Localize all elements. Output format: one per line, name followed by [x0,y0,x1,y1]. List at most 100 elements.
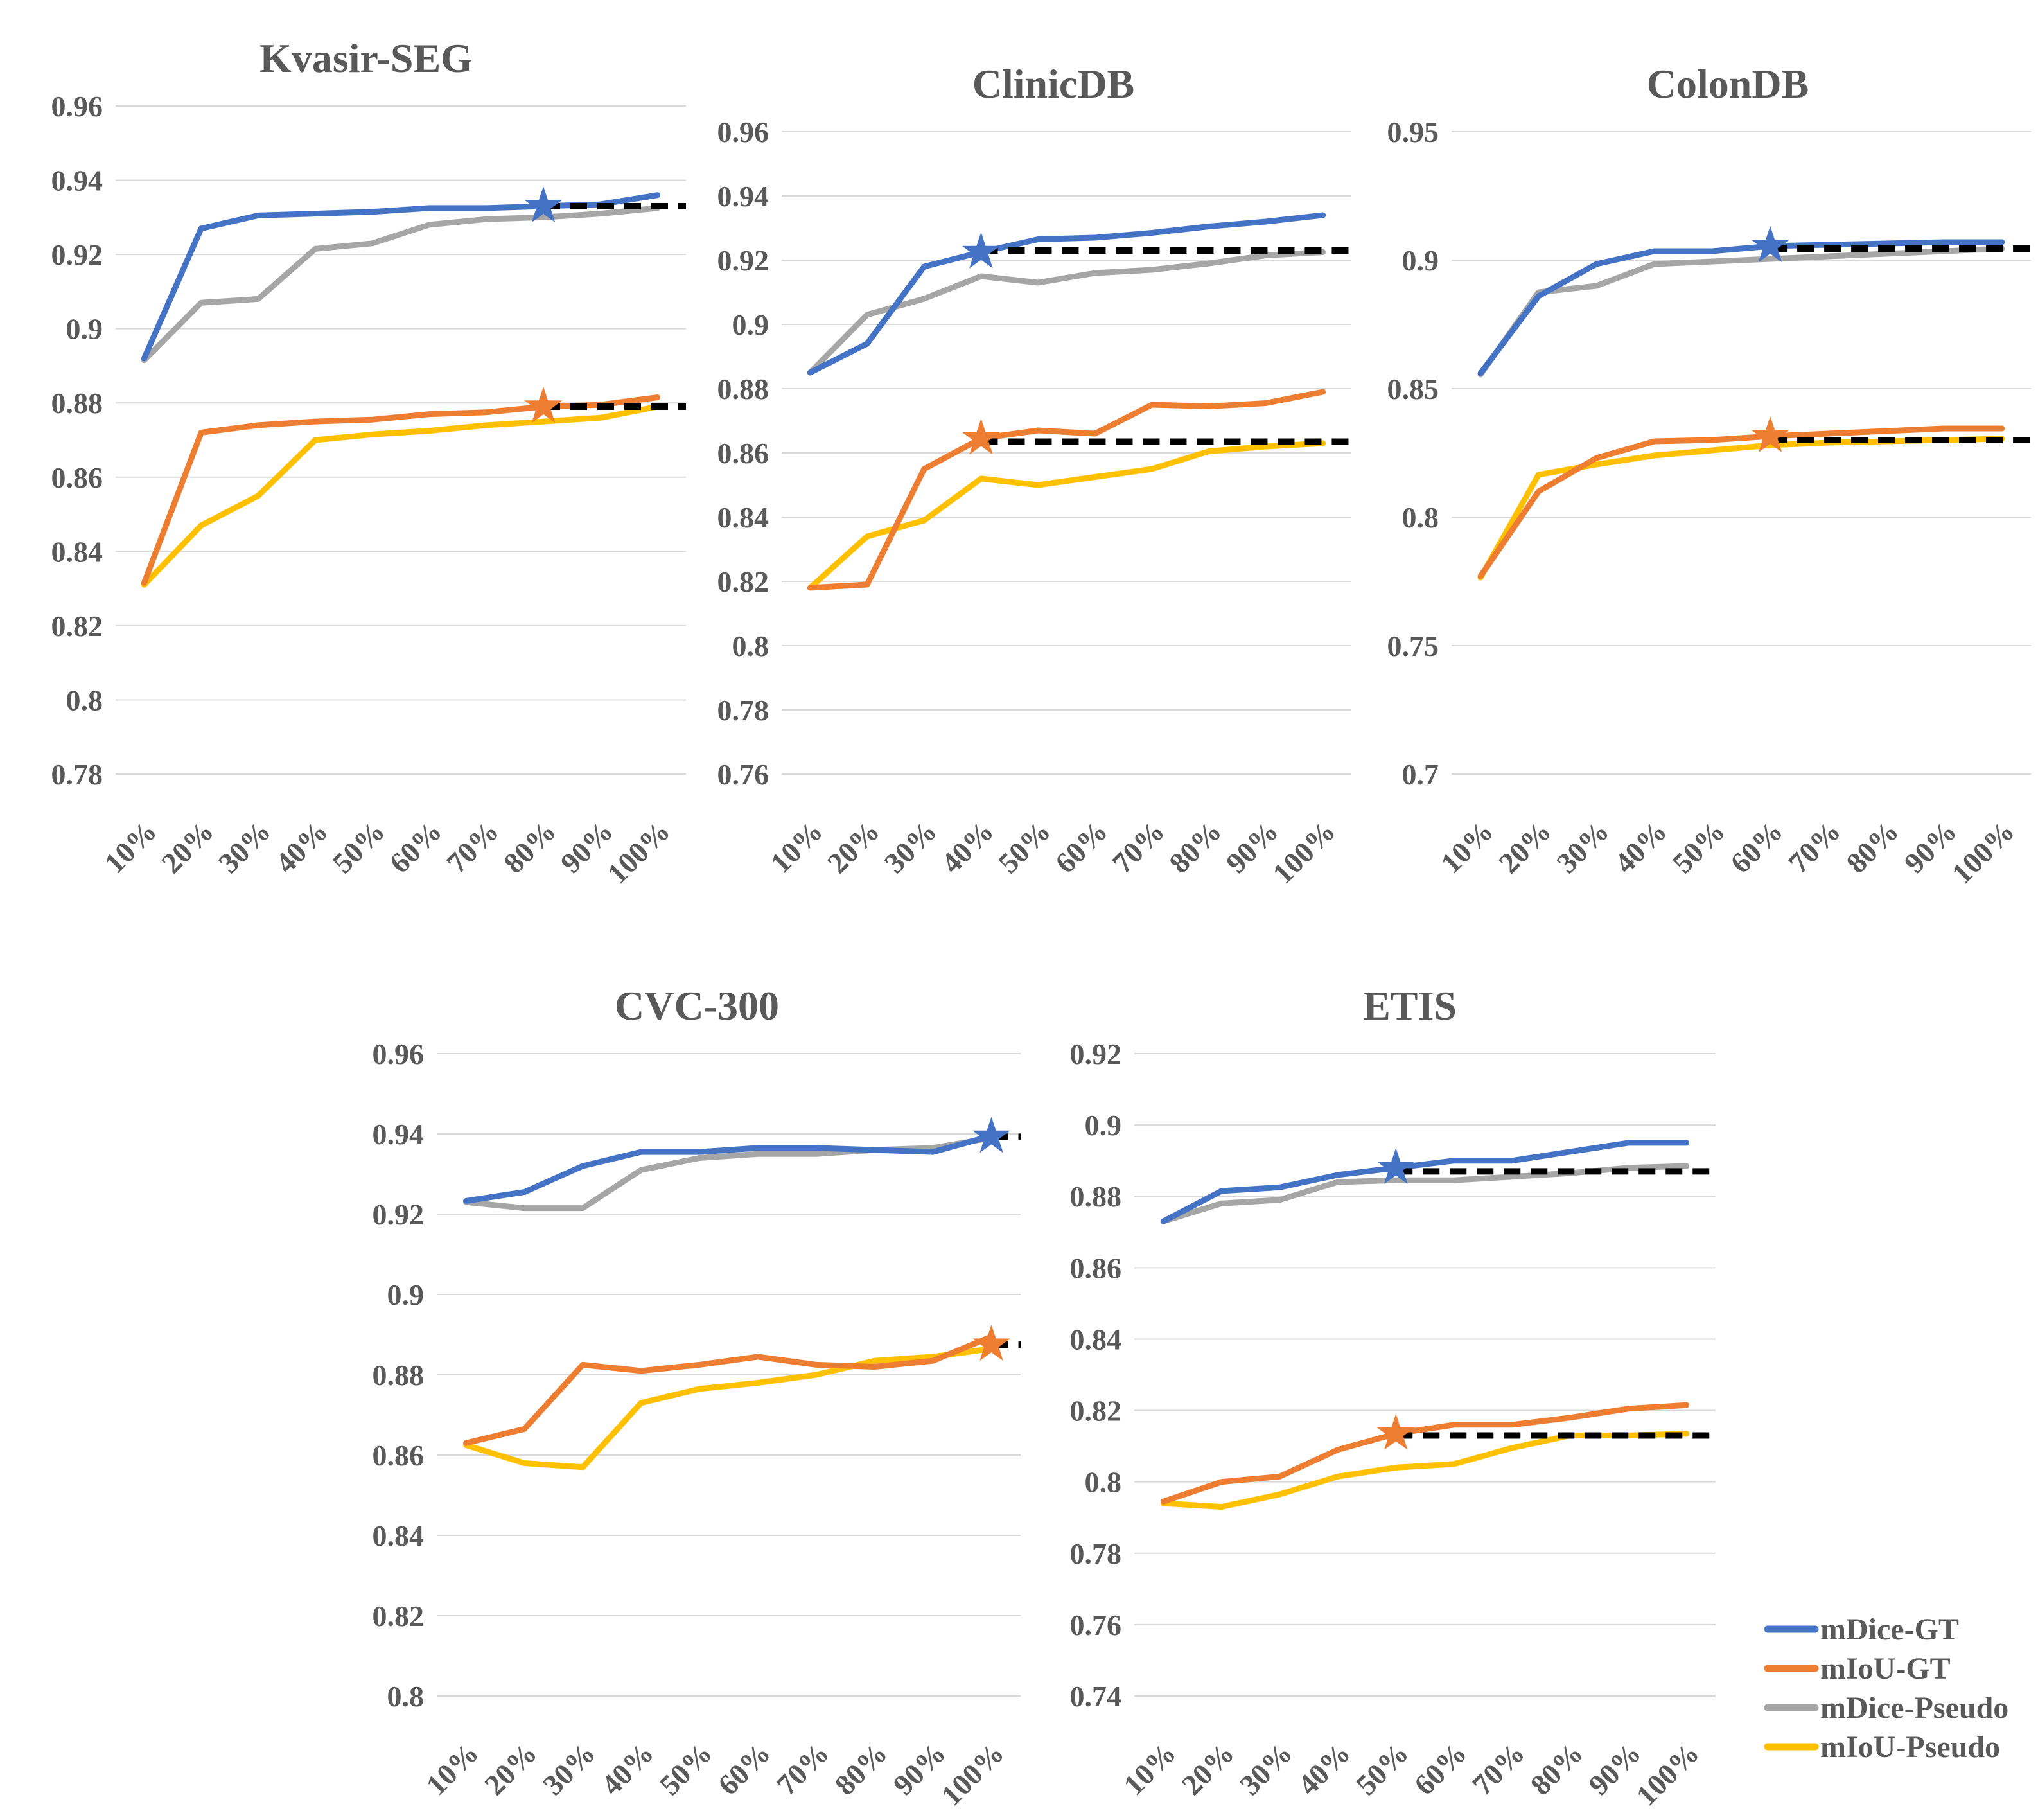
y-tick-label: 0.75 [1387,630,1439,662]
chart-colondb: 0.95 0.9 0.85 0.8 0.75 0.7 10%20%30%40%50%60%7… [1387,61,2031,890]
chart-cvc-300: 0.96 0.94 0.92 0.9 0.88 0.86 0.84 0.82 0.8 10%20%… [373,983,1021,1812]
legend-item: mIoU-GT [1764,1652,1951,1686]
x-tick-label: 30% [1550,815,1615,879]
x-tick-label: 40% [935,815,999,879]
x-tick-label: 20% [155,815,220,879]
y-tick-label: 0.88 [373,1359,425,1392]
x-tick-label: 60% [1049,815,1114,879]
x-tick-label: 30% [212,815,277,879]
y-tick-label: 0.86 [1070,1251,1122,1284]
x-tick-label: 10% [764,815,829,879]
x-tick-label: 100% [1266,815,1341,890]
x-tick-label: 50% [653,1736,718,1801]
y-tick-label: 0.8 [1085,1466,1122,1499]
x-tick-label: 20% [1175,1736,1240,1801]
x-tick-label: 80% [829,1736,893,1801]
x-tick-label: 50% [992,815,1057,879]
legend-item: mDice-Pseudo [1764,1691,2008,1725]
y-tick-label: 0.86 [717,437,769,470]
y-tick-label: 0.76 [1070,1609,1122,1641]
series-line-mdice-pseudo [141,205,661,364]
y-tick-label: 0.74 [1070,1680,1122,1713]
x-tick-label: 10% [1434,815,1499,879]
y-tick-label: 0.8 [66,684,103,716]
x-tick-label: 40% [269,815,334,879]
series-line-miou-pseudo [141,403,661,588]
y-tick-label: 0.8 [1402,501,1439,534]
star-marker-mdice-gt [972,1117,1010,1153]
series-line-miou-pseudo [463,1345,994,1471]
x-tick-label: 10% [98,815,163,879]
x-tick-label: 50% [1666,815,1731,879]
x-tick-label: 60% [712,1736,777,1801]
y-tick-label: 0.95 [1387,116,1439,148]
y-tick-label: 0.9 [1402,244,1439,277]
y-tick-label: 0.9 [1085,1109,1122,1142]
x-tick-label: 30% [878,815,943,879]
series-line-miou-gt [463,1334,994,1446]
y-tick-label: 0.7 [1402,758,1439,791]
x-tick-label: 50% [326,815,391,879]
x-tick-label: 60% [1724,815,1789,879]
y-tick-label: 0.78 [51,758,103,791]
y-tick-label: 0.9 [66,313,103,346]
y-tick-label: 0.78 [717,694,769,727]
y-tick-label: 0.88 [717,373,769,405]
y-tick-label: 0.85 [1387,373,1439,405]
x-tick-label: 60% [1408,1736,1473,1801]
x-tick-label: 40% [595,1736,660,1801]
y-tick-label: 0.96 [51,90,103,123]
star-marker-mdice-gt [1751,226,1789,263]
x-tick-label: 30% [536,1736,601,1801]
star-marker-miou-gt [972,1325,1010,1361]
series-line-miou-pseudo [1477,436,2005,581]
y-tick-label: 0.92 [373,1198,425,1231]
star-marker-miou-gt [524,387,563,423]
x-tick-label: 10% [419,1736,484,1801]
star-marker-mdice-gt [962,232,1000,269]
x-tick-label: 100% [601,815,676,890]
x-tick-label: 10% [1117,1736,1182,1801]
y-tick-label: 0.92 [51,238,103,271]
y-tick-label: 0.96 [373,1038,425,1070]
x-tick-label: 60% [383,815,448,879]
y-tick-label: 0.82 [1070,1395,1122,1427]
x-tick-label: 80% [1163,815,1227,879]
x-tick-label: 40% [1292,1736,1357,1801]
series-line-miou-gt [807,389,1326,591]
series-line-mdice-gt [807,212,1326,376]
x-tick-label: 20% [1492,815,1557,879]
x-tick-label: 80% [1840,815,1904,879]
x-tick-label: 20% [821,815,886,879]
y-tick-label: 0.94 [51,164,103,197]
x-tick-label: 20% [478,1736,543,1801]
series-line-miou-gt [1477,425,2005,579]
series-line-mdice-gt [463,1133,994,1204]
chart-title: Kvasir-SEG [259,35,473,81]
star-marker-miou-gt [962,418,1000,455]
star-marker-mdice-gt [524,186,563,223]
series-line-miou-gt [1160,1402,1690,1505]
x-tick-label: 50% [1349,1736,1414,1801]
legend-item: mIoU-Pseudo [1764,1730,2000,1764]
y-tick-label: 0.84 [373,1519,425,1552]
x-tick-label: 80% [497,815,562,879]
chart-etis: 0.92 0.9 0.88 0.86 0.84 0.82 0.8 0.78 0.76 0.74 10… [1070,983,1716,1812]
series-line-mdice-gt [1477,239,2005,376]
y-tick-label: 0.9 [387,1278,425,1311]
legend-label: mDice-Pseudo [1820,1691,2008,1725]
x-tick-label: 100% [1630,1736,1705,1812]
legend-item: mDice-GT [1764,1612,1959,1647]
y-tick-label: 0.94 [717,180,769,213]
y-tick-label: 0.82 [373,1600,425,1632]
x-tick-label: 70% [770,1736,835,1801]
x-tick-label: 80% [1524,1736,1589,1801]
series-line-mdice-pseudo [1477,245,2005,378]
star-marker-miou-gt [1376,1413,1415,1450]
series-line-mdice-gt [141,192,661,362]
chart-title: ETIS [1363,983,1457,1029]
x-tick-label: 70% [1106,815,1171,879]
star-marker-miou-gt [1751,416,1789,453]
y-tick-label: 0.86 [51,461,103,494]
